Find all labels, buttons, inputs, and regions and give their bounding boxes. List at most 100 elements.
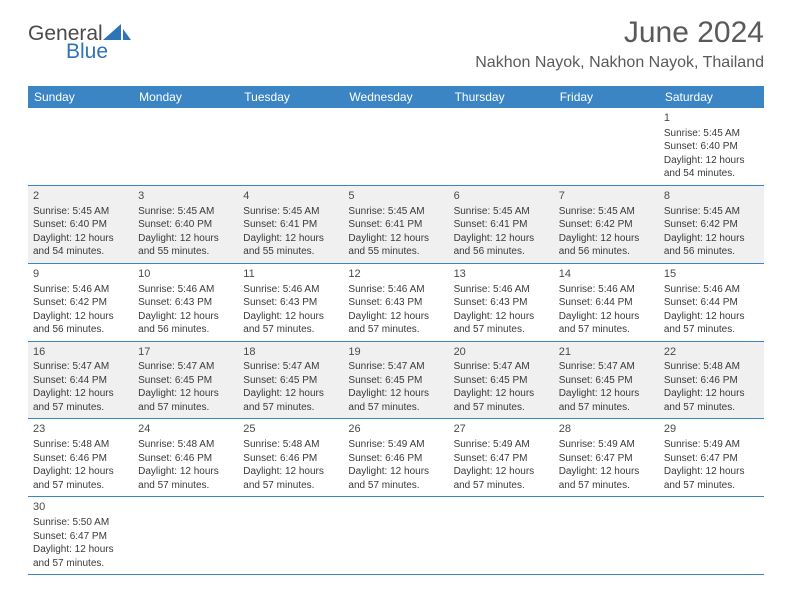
day-info: and 56 minutes. — [33, 323, 128, 337]
day-number: 27 — [454, 422, 549, 437]
day-info: Sunset: 6:45 PM — [138, 374, 233, 388]
day-info: Sunrise: 5:46 AM — [243, 283, 338, 297]
day-number: 11 — [243, 267, 338, 282]
day-info: Sunset: 6:43 PM — [138, 296, 233, 310]
calendar-cell: 17Sunrise: 5:47 AMSunset: 6:45 PMDayligh… — [133, 342, 238, 419]
day-info: Sunset: 6:46 PM — [33, 452, 128, 466]
day-number: 9 — [33, 267, 128, 282]
calendar-cell: 22Sunrise: 5:48 AMSunset: 6:46 PMDayligh… — [659, 342, 764, 419]
day-info: and 57 minutes. — [243, 479, 338, 493]
day-info: Daylight: 12 hours — [243, 465, 338, 479]
day-info: Sunrise: 5:46 AM — [454, 283, 549, 297]
calendar-cell: 26Sunrise: 5:49 AMSunset: 6:46 PMDayligh… — [343, 419, 448, 496]
week-row: 9 Sunrise: 5:46 AM Sunset: 6:42 PM Daylight… — [28, 264, 764, 342]
calendar-cell: 15Sunrise: 5:46 AMSunset: 6:44 PMDayligh… — [659, 264, 764, 341]
day-info: and 57 minutes. — [243, 323, 338, 337]
day-info: and 57 minutes. — [243, 401, 338, 415]
day-info: Sunset: 6:41 PM — [243, 218, 338, 232]
day-number: 16 — [33, 345, 128, 360]
logo-blue: Blue — [66, 40, 141, 64]
day-info: and 56 minutes. — [454, 245, 549, 259]
day-info: Sunrise: 5:48 AM — [33, 438, 128, 452]
day-number: 13 — [454, 267, 549, 282]
day-info: Daylight: 12 hours — [559, 310, 654, 324]
day-header: Friday — [554, 86, 659, 108]
day-info: Sunset: 6:40 PM — [33, 218, 128, 232]
calendar-cell — [554, 497, 659, 574]
day-info: and 57 minutes. — [664, 401, 759, 415]
day-info: Sunset: 6:46 PM — [348, 452, 443, 466]
day-number: 4 — [243, 189, 338, 204]
day-info: Daylight: 12 hours — [33, 465, 128, 479]
day-info: Sunset: 6:41 PM — [454, 218, 549, 232]
day-info: Sunset: 6:44 PM — [33, 374, 128, 388]
day-info: Sunset: 6:44 PM — [664, 296, 759, 310]
day-info: Daylight: 12 hours — [243, 387, 338, 401]
day-info: Sunrise: 5:49 AM — [664, 438, 759, 452]
day-info: and 57 minutes. — [33, 557, 128, 571]
day-info: Sunset: 6:47 PM — [454, 452, 549, 466]
day-info: Daylight: 12 hours — [243, 310, 338, 324]
day-number: 5 — [348, 189, 443, 204]
day-number: 24 — [138, 422, 233, 437]
day-info: Sunrise: 5:49 AM — [454, 438, 549, 452]
day-number: 25 — [243, 422, 338, 437]
day-info: and 57 minutes. — [138, 401, 233, 415]
day-info: and 57 minutes. — [348, 323, 443, 337]
day-info: Sunrise: 5:47 AM — [33, 360, 128, 374]
week-row: 1Sunrise: 5:45 AMSunset: 6:40 PMDaylight… — [28, 108, 764, 186]
day-info: Daylight: 12 hours — [348, 387, 443, 401]
day-info: Daylight: 12 hours — [243, 232, 338, 246]
calendar-cell: 14Sunrise: 5:46 AMSunset: 6:44 PMDayligh… — [554, 264, 659, 341]
day-info: Sunset: 6:41 PM — [348, 218, 443, 232]
day-info: and 54 minutes. — [664, 167, 759, 181]
calendar-cell — [343, 108, 448, 185]
day-number: 19 — [348, 345, 443, 360]
day-info: Daylight: 12 hours — [454, 465, 549, 479]
day-info: Sunset: 6:47 PM — [33, 530, 128, 544]
day-info: and 57 minutes. — [559, 479, 654, 493]
day-info: Daylight: 12 hours — [664, 465, 759, 479]
day-info: Daylight: 12 hours — [559, 387, 654, 401]
calendar-cell — [133, 497, 238, 574]
day-info: Daylight: 12 hours — [664, 154, 759, 168]
day-info: Sunrise: 5:48 AM — [243, 438, 338, 452]
day-info: Sunset: 6:43 PM — [348, 296, 443, 310]
day-info: Sunrise: 5:50 AM — [33, 516, 128, 530]
day-info: Sunset: 6:42 PM — [33, 296, 128, 310]
calendar-cell: 23Sunrise: 5:48 AMSunset: 6:46 PMDayligh… — [28, 419, 133, 496]
month-title: June 2024 — [475, 16, 764, 50]
calendar-cell: 8Sunrise: 5:45 AMSunset: 6:42 PMDaylight… — [659, 186, 764, 263]
day-info: and 57 minutes. — [664, 479, 759, 493]
day-info: Sunset: 6:46 PM — [664, 374, 759, 388]
day-number: 3 — [138, 189, 233, 204]
calendar-cell: 5Sunrise: 5:45 AMSunset: 6:41 PMDaylight… — [343, 186, 448, 263]
day-info: Sunrise: 5:45 AM — [664, 127, 759, 141]
day-info: Sunset: 6:45 PM — [454, 374, 549, 388]
calendar-cell: 6Sunrise: 5:45 AMSunset: 6:41 PMDaylight… — [449, 186, 554, 263]
day-header: Monday — [133, 86, 238, 108]
day-info: Daylight: 12 hours — [664, 232, 759, 246]
calendar-cell: 3Sunrise: 5:45 AMSunset: 6:40 PMDaylight… — [133, 186, 238, 263]
day-info: Sunrise: 5:47 AM — [348, 360, 443, 374]
day-header: Sunday — [28, 86, 133, 108]
calendar-cell: 12Sunrise: 5:46 AMSunset: 6:43 PMDayligh… — [343, 264, 448, 341]
day-info: and 57 minutes. — [454, 323, 549, 337]
week-row: 2Sunrise: 5:45 AMSunset: 6:40 PMDaylight… — [28, 186, 764, 264]
day-info: Sunset: 6:43 PM — [243, 296, 338, 310]
calendar-cell: 30Sunrise: 5:50 AMSunset: 6:47 PMDayligh… — [28, 497, 133, 574]
calendar-cell: 24Sunrise: 5:48 AMSunset: 6:46 PMDayligh… — [133, 419, 238, 496]
day-info: Sunrise: 5:46 AM — [664, 283, 759, 297]
day-header: Wednesday — [343, 86, 448, 108]
day-info: and 55 minutes. — [138, 245, 233, 259]
day-info: Daylight: 12 hours — [559, 465, 654, 479]
calendar-cell: 25Sunrise: 5:48 AMSunset: 6:46 PMDayligh… — [238, 419, 343, 496]
day-info: Sunrise: 5:46 AM — [559, 283, 654, 297]
calendar-cell: 4Sunrise: 5:45 AMSunset: 6:41 PMDaylight… — [238, 186, 343, 263]
day-info: Sunset: 6:40 PM — [664, 140, 759, 154]
header: General Blue June 2024 Nakhon Nayok, Nak… — [0, 0, 792, 78]
logo-text: General Blue — [28, 22, 103, 70]
day-info: Daylight: 12 hours — [454, 232, 549, 246]
day-info: and 56 minutes. — [664, 245, 759, 259]
day-info: and 57 minutes. — [454, 401, 549, 415]
